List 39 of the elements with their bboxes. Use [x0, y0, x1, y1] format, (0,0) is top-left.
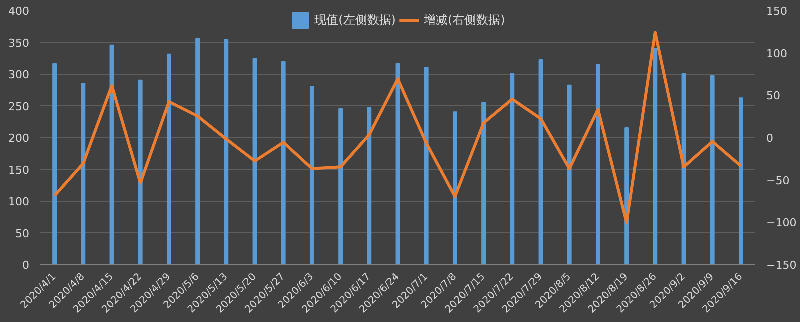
- y-tick-label: 100: [8, 196, 30, 208]
- y-tick-label: 350: [8, 36, 30, 50]
- y-tick-label: 50: [16, 227, 30, 240]
- bar: [710, 75, 715, 264]
- y-tick-label: 250: [8, 100, 30, 114]
- bar: [310, 86, 314, 264]
- bar: [738, 98, 744, 264]
- y-tick-label: 0: [22, 259, 30, 272]
- y2-tick-label: −150: [766, 259, 797, 272]
- bar: [281, 61, 286, 264]
- legend-label: 现值(左侧数据): [314, 12, 396, 28]
- bar: [138, 80, 143, 264]
- line-series: [53, 31, 743, 225]
- bar: [338, 108, 344, 264]
- y2-tick-label: −50: [766, 174, 790, 188]
- y2-tick-label: 0: [766, 132, 774, 145]
- y-tick-label: 150: [8, 164, 30, 177]
- bar: [196, 38, 200, 264]
- bar: [166, 54, 172, 264]
- bar: [424, 67, 429, 264]
- bar: [452, 112, 458, 264]
- y-tick-label: 400: [8, 5, 30, 18]
- y2-tick-label: 150: [766, 5, 788, 18]
- y-tick-label: 300: [8, 68, 30, 82]
- bar: [653, 48, 658, 264]
- bar: [367, 107, 372, 264]
- legend-label: 增减(右侧数据): [424, 12, 506, 28]
- y2-tick-label: −100: [766, 216, 797, 230]
- bar: [81, 83, 86, 264]
- y2-tick-label: 50: [766, 90, 780, 103]
- bar: [52, 63, 58, 264]
- bar: [224, 39, 229, 264]
- bar: [510, 74, 515, 264]
- bar: [482, 102, 486, 264]
- bar: [567, 84, 572, 264]
- bar: [596, 64, 600, 264]
- y2-tick-label: 100: [766, 47, 788, 60]
- y-tick-label: 200: [8, 132, 30, 145]
- bar: [624, 127, 630, 264]
